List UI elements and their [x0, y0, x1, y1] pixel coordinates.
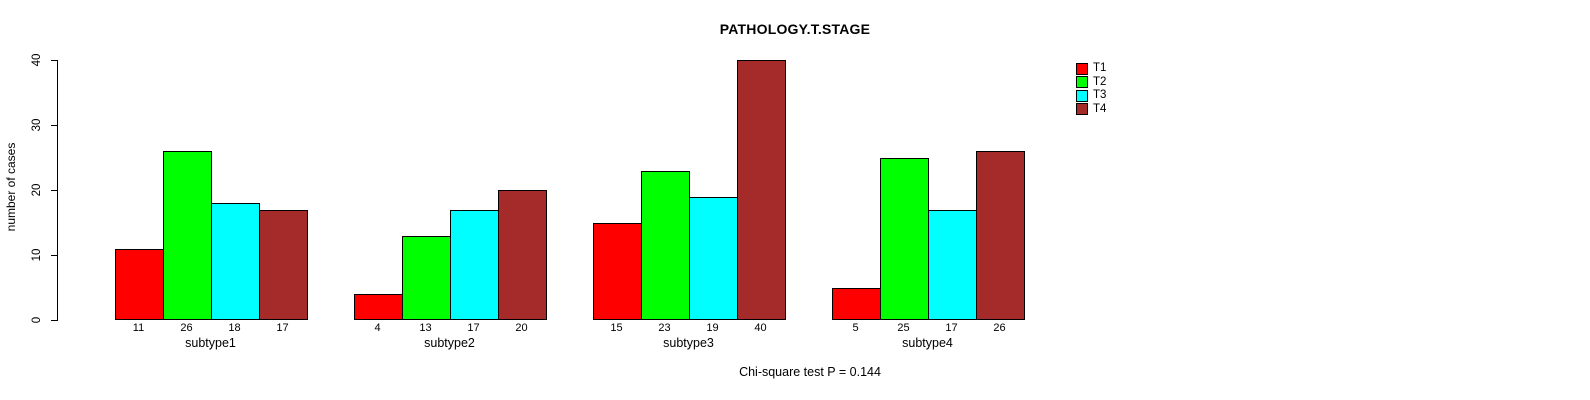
bar-value-subtype1-T2: 26 [180, 322, 193, 334]
y-axis-line [57, 60, 58, 321]
legend-swatch-T1 [1076, 62, 1088, 75]
bar-value-subtype3-T4: 40 [754, 322, 767, 334]
legend-swatch-T4 [1076, 103, 1088, 116]
bar-subtype4-T3 [927, 209, 977, 320]
bar-subtype2-T4 [497, 190, 547, 320]
bar-subtype3-T4 [736, 60, 786, 320]
y-axis-tick [51, 190, 57, 191]
y-axis-label: number of cases [4, 142, 18, 232]
legend-item-T2: T2 [1076, 76, 1106, 90]
bar-value-subtype2-T3: 17 [467, 322, 480, 334]
bar-value-subtype2-T2: 13 [419, 322, 432, 334]
legend-label-T1: T1 [1093, 62, 1107, 75]
bar-value-subtype1-T4: 17 [276, 322, 289, 334]
legend: T1 T2 T3 T4 [1076, 62, 1106, 116]
y-axis-tick [51, 255, 57, 256]
y-axis-tick-label: 40 [31, 53, 43, 67]
category-label-subtype4: subtype4 [902, 336, 953, 350]
legend-item-T1: T1 [1076, 62, 1106, 76]
bar-value-subtype3-T1: 15 [610, 322, 623, 334]
y-axis-tick [51, 60, 57, 61]
chart-title: PATHOLOGY.T.STAGE [719, 21, 871, 37]
bar-subtype2-T1 [353, 294, 403, 320]
bar-value-subtype4-T2: 25 [897, 322, 910, 334]
bar-subtype1-T4 [258, 209, 308, 320]
bar-subtype2-T2 [401, 235, 451, 320]
bar-value-subtype3-T2: 23 [658, 322, 671, 334]
bar-subtype4-T2 [879, 157, 929, 320]
legend-swatch-T3 [1076, 89, 1088, 102]
bar-value-subtype4-T1: 5 [852, 322, 859, 334]
bar-subtype2-T3 [449, 209, 499, 320]
y-axis-tick [51, 320, 57, 321]
bar-value-subtype4-T3: 17 [945, 322, 958, 334]
bar-value-subtype1-T1: 11 [132, 322, 145, 334]
y-axis-tick-label: 0 [31, 316, 43, 324]
legend-item-T3: T3 [1076, 89, 1106, 103]
y-axis-tick-label: 30 [31, 118, 43, 132]
y-axis-tick-label: 20 [31, 183, 43, 197]
bar-value-subtype2-T1: 4 [374, 322, 381, 334]
bar-value-subtype4-T4: 26 [993, 322, 1006, 334]
category-label-subtype2: subtype2 [424, 336, 475, 350]
y-axis-tick [51, 125, 57, 126]
y-axis-tick-label: 10 [31, 248, 43, 262]
legend-label-T4: T4 [1093, 102, 1107, 115]
legend-item-T4: T4 [1076, 103, 1106, 117]
bar-value-subtype1-T3: 18 [228, 322, 241, 334]
chi-square-note: Chi-square test P = 0.144 [739, 365, 881, 379]
category-label-subtype3: subtype3 [663, 336, 714, 350]
legend-swatch-T2 [1076, 76, 1088, 89]
bar-subtype1-T3 [210, 203, 260, 320]
bar-subtype3-T1 [592, 222, 642, 320]
bar-value-subtype3-T3: 19 [706, 322, 719, 334]
bar-subtype3-T3 [688, 196, 738, 320]
category-label-subtype1: subtype1 [185, 336, 236, 350]
legend-label-T3: T3 [1093, 89, 1107, 102]
bar-subtype3-T2 [640, 170, 690, 320]
bar-subtype1-T1 [114, 248, 164, 320]
bar-subtype4-T4 [975, 151, 1025, 320]
bar-subtype1-T2 [162, 151, 212, 320]
bar-subtype4-T1 [831, 287, 881, 320]
bar-value-subtype2-T4: 20 [515, 322, 528, 334]
legend-label-T2: T2 [1093, 75, 1107, 88]
